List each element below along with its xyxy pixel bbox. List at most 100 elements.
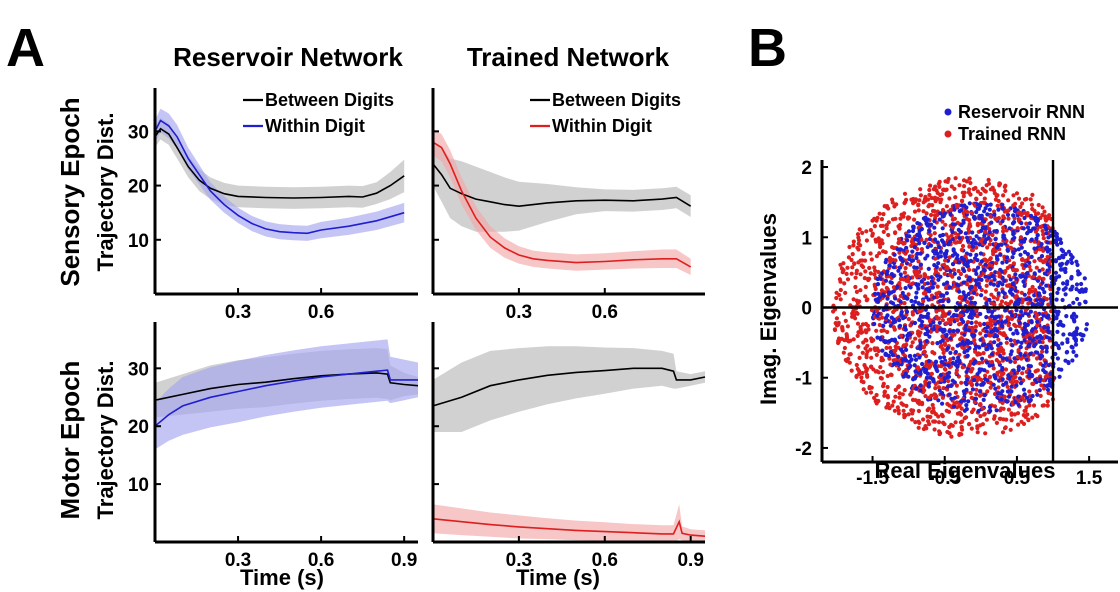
scatter-point-0 (914, 290, 919, 295)
scatter-point-0 (1000, 202, 1005, 207)
scatter-point-0 (1047, 247, 1052, 253)
scatter-point-0 (1005, 389, 1011, 394)
scatter-point-1 (985, 245, 990, 250)
scatter-point-0 (980, 218, 986, 223)
scatter-point-0 (936, 277, 941, 282)
scatter-point-0 (993, 376, 998, 381)
scatter-point-1 (913, 420, 918, 425)
scatter-point-1 (1016, 348, 1021, 353)
scatter-point-1 (902, 388, 907, 393)
scatter-point-1 (1022, 210, 1027, 215)
scatter-point-1 (839, 266, 845, 271)
scatter-point-1 (972, 338, 977, 343)
scatter-point-0 (947, 329, 952, 334)
scatter-point-0 (1034, 222, 1040, 227)
scatter-point-0 (888, 300, 894, 305)
scatter-point-0 (944, 291, 950, 296)
scatter-point-1 (856, 260, 861, 265)
scatter-point-0 (1060, 297, 1065, 303)
scatter-point-0 (984, 347, 989, 352)
scatter-point-1 (959, 425, 964, 430)
scatter-point-0 (969, 300, 974, 305)
scatter-point-1 (1033, 250, 1038, 255)
scatter-point-0 (900, 259, 905, 264)
scatter-point-0 (1022, 283, 1027, 288)
scatter-point-0 (946, 311, 952, 316)
scatter-point-0 (933, 360, 938, 365)
b-legend-label: Reservoir RNN (958, 102, 1085, 122)
scatter-point-1 (1031, 381, 1036, 386)
scatter-point-1 (1040, 228, 1045, 234)
scatter-point-0 (1026, 344, 1031, 349)
scatter-point-0 (898, 272, 903, 277)
scatter-point-0 (1019, 221, 1024, 226)
scatter-point-1 (1034, 265, 1039, 270)
scatter-point-0 (946, 298, 951, 303)
scatter-point-0 (957, 209, 962, 214)
series-line-0 (432, 367, 706, 407)
scatter-point-1 (884, 223, 889, 228)
scatter-point-0 (1066, 249, 1071, 254)
scatter-point-0 (946, 363, 951, 368)
scatter-point-1 (949, 434, 954, 439)
scatter-point-0 (1001, 382, 1006, 387)
scatter-point-1 (985, 389, 990, 394)
scatter-point-0 (895, 284, 900, 289)
scatter-point-0 (1070, 358, 1075, 363)
scatter-point-0 (989, 314, 995, 319)
scatter-point-0 (1027, 229, 1032, 234)
scatter-point-1 (1013, 374, 1018, 379)
scatter-point-1 (876, 269, 881, 275)
scatter-point-1 (864, 368, 869, 373)
scatter-point-0 (967, 275, 972, 280)
scatter-point-1 (980, 237, 985, 242)
scatter-point-1 (973, 349, 978, 354)
scatter-point-1 (916, 259, 921, 264)
scatter-point-0 (948, 268, 953, 274)
scatter-point-0 (1048, 377, 1053, 382)
scatter-point-0 (950, 230, 955, 235)
scatter-point-0 (938, 299, 943, 304)
scatter-point-1 (1015, 226, 1020, 231)
scatter-point-1 (1045, 403, 1050, 408)
scatter-point-0 (936, 261, 941, 266)
scatter-point-0 (970, 332, 975, 338)
scatter-point-1 (896, 408, 901, 413)
scatter-point-0 (1006, 394, 1012, 399)
scatter-point-1 (893, 230, 898, 235)
scatter-point-0 (1015, 339, 1021, 344)
scatter-point-1 (964, 179, 969, 184)
scatter-point-0 (1053, 258, 1058, 263)
scatter-point-0 (1032, 246, 1037, 251)
scatter-point-1 (924, 211, 929, 216)
scatter-point-0 (988, 266, 993, 271)
scatter-point-0 (1061, 255, 1066, 260)
scatter-point-0 (976, 277, 982, 282)
scatter-point-1 (884, 285, 889, 291)
scatter-point-0 (938, 249, 944, 254)
scatter-point-1 (1021, 421, 1027, 426)
scatter-point-1 (1016, 196, 1022, 201)
scatter-point-0 (912, 363, 917, 368)
scatter-point-0 (1082, 276, 1087, 281)
scatter-point-0 (904, 337, 910, 342)
scatter-point-0 (962, 332, 967, 337)
scatter-point-0 (994, 408, 999, 413)
scatter-point-0 (1058, 237, 1063, 242)
scatter-point-1 (947, 424, 952, 430)
scatter-point-0 (913, 357, 919, 362)
scatter-point-1 (997, 416, 1002, 421)
scatter-point-0 (1009, 384, 1014, 389)
scatter-point-0 (984, 329, 989, 334)
scatter-point-0 (969, 340, 974, 345)
scatter-point-1 (898, 216, 903, 221)
scatter-point-0 (926, 266, 931, 271)
scatter-point-1 (918, 274, 923, 279)
series-line-1 (154, 369, 418, 427)
scatter-point-0 (1070, 314, 1075, 319)
scatter-point-0 (900, 290, 905, 296)
scatter-point-0 (992, 212, 997, 217)
scatter-point-1 (991, 252, 996, 257)
scatter-point-0 (1058, 319, 1063, 324)
scatter-point-0 (931, 327, 936, 332)
